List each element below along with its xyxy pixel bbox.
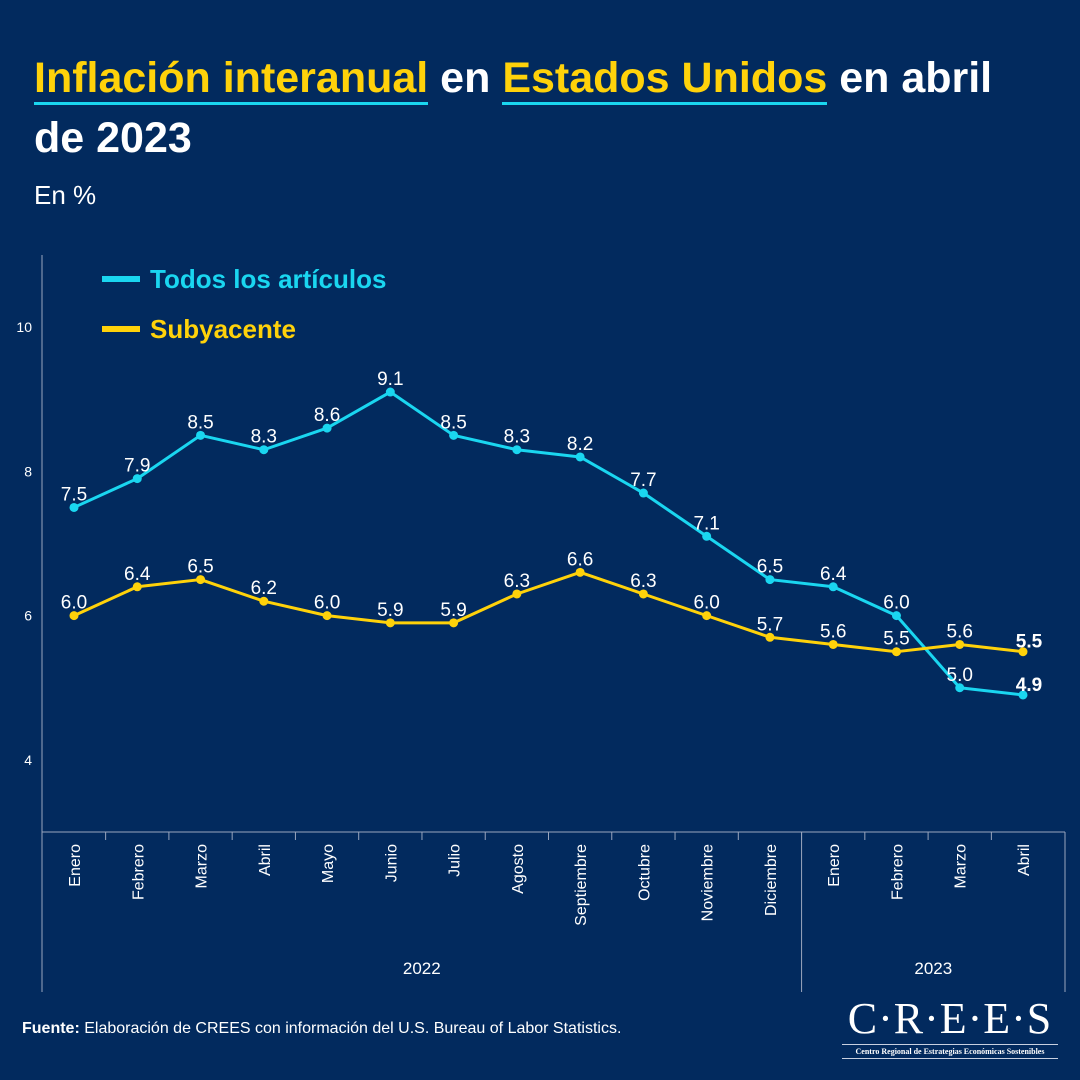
- x-tick-label: Enero: [826, 844, 843, 887]
- data-point: [322, 611, 332, 621]
- data-point: [196, 430, 206, 440]
- x-tick-label: Abril: [257, 844, 274, 876]
- x-tick-label: Diciembre: [763, 844, 780, 916]
- x-tick-label: Junio: [383, 844, 400, 882]
- data-label: 6.3: [630, 571, 656, 592]
- x-tick-label: Febrero: [889, 844, 906, 900]
- data-point: [575, 567, 585, 577]
- y-tick-label: 10: [16, 319, 32, 335]
- data-point: [955, 683, 965, 693]
- data-label: 7.7: [630, 470, 656, 491]
- y-tick-label: 8: [24, 463, 32, 479]
- data-point: [955, 639, 965, 649]
- data-point: [1018, 647, 1028, 657]
- data-point: [702, 611, 712, 621]
- data-label: 8.5: [440, 412, 466, 433]
- data-label: 6.0: [693, 593, 719, 614]
- data-point: [449, 430, 459, 440]
- data-point: [132, 582, 142, 592]
- data-label: 4.9: [1016, 675, 1042, 696]
- data-point: [385, 387, 395, 397]
- data-label: 5.9: [377, 600, 403, 621]
- data-label: 5.6: [947, 621, 973, 642]
- x-tick-label: Noviembre: [700, 844, 717, 921]
- data-label: 5.0: [947, 665, 973, 686]
- data-point: [828, 639, 838, 649]
- data-point: [765, 632, 775, 642]
- data-point: [638, 488, 648, 498]
- group-label: 2023: [914, 959, 952, 978]
- data-label: 7.5: [61, 484, 87, 505]
- x-tick-label: Agosto: [510, 844, 527, 894]
- source-note: Fuente: Elaboración de CREES con informa…: [22, 1020, 622, 1037]
- data-label: 6.5: [187, 557, 213, 578]
- data-point: [69, 502, 79, 512]
- data-label: 7.9: [124, 456, 150, 477]
- data-label: 6.2: [251, 578, 277, 599]
- data-label: 8.6: [314, 405, 340, 426]
- data-label: 5.6: [820, 621, 846, 642]
- data-label: 5.7: [757, 614, 783, 635]
- x-tick-label: Octubre: [636, 844, 653, 901]
- data-label: 5.5: [883, 629, 909, 650]
- data-point: [385, 618, 395, 628]
- data-point: [702, 531, 712, 541]
- data-point: [449, 618, 459, 628]
- data-label: 6.5: [757, 557, 783, 578]
- x-tick-label: Marzo: [953, 844, 970, 889]
- data-point: [512, 589, 522, 599]
- y-tick-label: 6: [24, 608, 32, 624]
- data-point: [638, 589, 648, 599]
- legend-label: Subyacente: [150, 314, 296, 344]
- data-label: 8.5: [187, 412, 213, 433]
- data-label: 6.4: [820, 564, 847, 585]
- data-point: [765, 575, 775, 585]
- data-point: [891, 611, 901, 621]
- data-label: 8.3: [251, 427, 277, 448]
- legend-label: Todos los artículos: [150, 264, 386, 294]
- data-point: [196, 575, 206, 585]
- x-tick-label: Mayo: [320, 844, 337, 883]
- data-point: [1018, 690, 1028, 700]
- data-point: [322, 423, 332, 433]
- data-point: [828, 582, 838, 592]
- x-tick-label: Febrero: [130, 844, 147, 900]
- group-label: 2022: [403, 959, 441, 978]
- data-point: [575, 452, 585, 462]
- chart-title: Inflación interanual en Estados Unidos e…: [34, 54, 993, 162]
- data-point: [512, 445, 522, 455]
- data-label: 6.6: [567, 549, 593, 570]
- data-point: [132, 474, 142, 484]
- data-point: [259, 445, 269, 455]
- x-tick-label: Julio: [447, 844, 464, 877]
- x-tick-label: Enero: [67, 844, 84, 887]
- data-label: 6.0: [314, 593, 340, 614]
- x-tick-label: Septiembre: [573, 844, 590, 926]
- y-tick-label: 4: [24, 752, 32, 768]
- x-tick-label: Marzo: [194, 844, 211, 889]
- data-label: 9.1: [377, 369, 403, 390]
- data-label: 7.1: [693, 513, 719, 534]
- line-chart: 4 6 8 10 Enero Febrero Marzo Abril Mayo Junio Juli…: [16, 255, 1066, 992]
- data-label: 6.4: [124, 564, 151, 585]
- series-line-subyacente: [73, 570, 1024, 654]
- data-label: 5.9: [440, 600, 466, 621]
- data-label: 6.3: [504, 571, 530, 592]
- data-point: [891, 647, 901, 657]
- series-line-todos: [73, 390, 1024, 697]
- crees-logo: C·R·E·E·S Centro Regional de Estrategias …: [842, 996, 1058, 1059]
- data-point: [259, 596, 269, 606]
- data-point: [69, 611, 79, 621]
- x-tick-label: Abril: [1016, 844, 1033, 876]
- data-label: 8.2: [567, 434, 593, 455]
- chart-subtitle: En %: [34, 180, 97, 210]
- data-label: 6.0: [883, 593, 909, 614]
- data-label: 5.5: [1016, 632, 1043, 653]
- data-label: 8.3: [504, 427, 530, 448]
- data-label: 6.0: [61, 593, 87, 614]
